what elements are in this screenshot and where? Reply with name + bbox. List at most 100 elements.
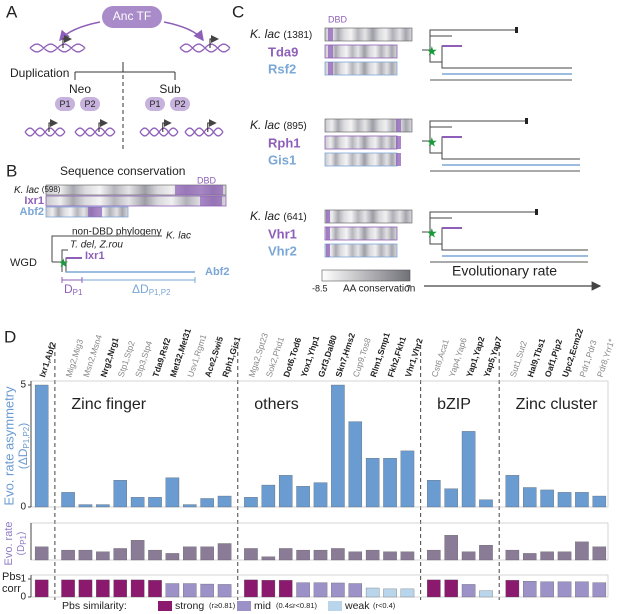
bar	[313, 482, 328, 508]
promoter-arrow	[162, 119, 172, 132]
group-label: others	[254, 396, 298, 413]
bar	[148, 580, 162, 598]
p2: P2	[84, 99, 95, 109]
anc-tf-box	[102, 6, 162, 28]
bar	[592, 495, 607, 508]
legend-name: strong	[175, 600, 204, 612]
bar	[383, 588, 397, 598]
dbd-band	[396, 153, 401, 166]
bar	[348, 551, 363, 561]
promoter-arrow	[62, 35, 72, 48]
promoter-arrow	[209, 35, 219, 48]
bar	[461, 584, 476, 598]
bar	[261, 580, 276, 598]
length: (598)	[42, 185, 61, 194]
length: (1381)	[283, 30, 312, 41]
heatmap-row	[45, 206, 129, 218]
bar	[365, 549, 380, 561]
bar	[557, 581, 572, 598]
p1: Tda9	[268, 44, 298, 59]
heatmap-row	[324, 118, 413, 133]
heatmap-row	[45, 184, 227, 196]
y-label-sub: P1	[19, 534, 28, 544]
colorbar	[321, 269, 411, 282]
bar	[244, 548, 258, 561]
p2-box	[80, 97, 100, 111]
bar	[400, 551, 415, 561]
p1-box	[55, 97, 75, 111]
promoter-arrow	[98, 119, 108, 132]
bar	[34, 546, 49, 561]
title: Sequence conservation	[60, 164, 185, 178]
bar	[113, 548, 127, 561]
y-tick-label: 1	[20, 574, 26, 585]
bar	[113, 579, 127, 598]
p1: Vhr1	[268, 226, 297, 241]
bar	[505, 580, 520, 598]
bar	[183, 504, 197, 508]
panel-d: D	[4, 327, 16, 346]
species: K. lac (1381)	[250, 27, 312, 41]
wgd: WGD	[10, 257, 37, 269]
p1-box	[145, 97, 165, 111]
bar	[523, 553, 537, 561]
bar	[183, 546, 197, 561]
dna	[184, 127, 224, 137]
delta-d: ΔD	[132, 282, 149, 296]
bar	[461, 431, 476, 508]
bar	[461, 551, 476, 561]
rate-label: Evolutionary rate	[452, 263, 557, 279]
p1: Ixr1	[24, 195, 44, 207]
y-axis-label: Evo. rate	[3, 521, 15, 565]
bar	[217, 495, 232, 508]
p2: Vhr2	[268, 243, 297, 258]
bar	[61, 549, 75, 561]
heatmap-row	[324, 27, 413, 42]
dbd-band	[396, 119, 401, 132]
bar	[505, 549, 520, 561]
dna	[179, 43, 231, 53]
bar	[78, 504, 93, 508]
bar	[444, 488, 458, 508]
y-axis-label: Pbs	[2, 571, 21, 583]
neo: Neo	[69, 82, 91, 96]
p2: Rsf2	[268, 61, 296, 76]
heatmap-row	[324, 61, 398, 76]
bar	[278, 580, 293, 598]
bar	[296, 486, 310, 508]
species: K. lac (641)	[250, 209, 307, 223]
bar	[575, 492, 589, 508]
dbd: DBD	[197, 175, 217, 185]
y-label-sub: P1,P2	[22, 426, 31, 448]
colorbar-min: -8.5	[312, 283, 328, 293]
species-name: K. lac	[250, 209, 280, 223]
panel-c: C DBD -8.5 AA conservation 7 Evolutionar…	[232, 2, 602, 295]
promoter-arrow	[48, 119, 58, 132]
heatmap-row	[324, 243, 398, 258]
p2: Gis1	[268, 152, 296, 167]
bar	[130, 540, 145, 561]
dbd-band	[396, 136, 401, 149]
bar	[34, 384, 49, 508]
y-tick-label: 0	[20, 592, 26, 603]
bar	[400, 450, 415, 508]
bar	[278, 548, 293, 561]
y-label-part: (D	[16, 545, 27, 556]
tree	[51, 235, 195, 273]
dbd: DBD	[328, 14, 348, 24]
bar	[244, 497, 258, 508]
dbd-band	[328, 45, 333, 58]
delta-d-sub: P1,P2	[149, 288, 171, 297]
tree-species: T. del, Z.rou	[70, 240, 123, 251]
dbd-band	[200, 196, 222, 206]
delta-d-label: ΔDP1,P2	[132, 282, 171, 297]
bar	[575, 541, 589, 561]
bar	[200, 546, 214, 561]
bar	[592, 546, 607, 561]
y-axis-label: (DP1)	[16, 532, 28, 556]
duplication: Duplication	[10, 66, 69, 80]
bar	[78, 579, 93, 598]
bar	[557, 551, 572, 561]
bar	[383, 458, 397, 508]
